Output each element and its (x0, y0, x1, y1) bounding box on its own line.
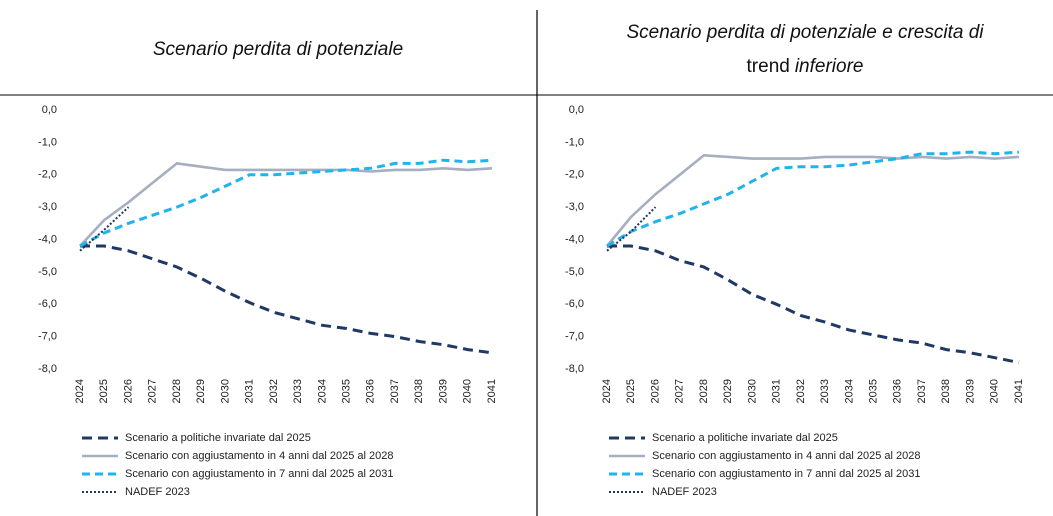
series-line (606, 150, 1020, 248)
series-line (79, 158, 493, 248)
y-tick-label: -5,0 (38, 266, 57, 278)
x-tick-label: 2035 (867, 379, 879, 403)
x-tick-label: 2038 (413, 379, 425, 403)
x-tick-label: 2034 (843, 379, 855, 403)
series-line (80, 244, 493, 355)
chart-title: Scenario perdita di potenziale e crescit… (627, 22, 985, 43)
x-tick-label: 2024 (74, 379, 86, 403)
y-tick-label: -7,0 (38, 331, 57, 343)
y-tick-label: -2,0 (565, 169, 584, 181)
series-line (606, 206, 657, 252)
title-part: trend (747, 56, 790, 77)
y-tick-label: -8,0 (565, 363, 584, 375)
x-tick-label: 2035 (340, 379, 352, 403)
y-tick-label: 0,0 (569, 104, 584, 116)
legend-label: Scenario a politiche invariate dal 2025 (652, 432, 838, 444)
legend-label: Scenario con aggiustamento in 7 anni dal… (652, 468, 920, 480)
x-tick-label: 2026 (649, 379, 661, 403)
y-tick-label: 0,0 (42, 104, 57, 116)
legend-label: Scenario con aggiustamento in 4 anni dal… (652, 450, 920, 462)
legend-label: Scenario con aggiustamento in 4 anni dal… (125, 450, 393, 462)
x-tick-label: 2037 (389, 379, 401, 403)
legend-label: NADEF 2023 (652, 486, 717, 498)
x-tick-label: 2032 (268, 379, 280, 403)
x-tick-label: 2033 (292, 379, 304, 403)
y-tick-label: -4,0 (565, 233, 584, 245)
y-tick-label: -1,0 (38, 136, 57, 148)
y-tick-label: -4,0 (38, 233, 57, 245)
y-tick-label: -6,0 (38, 298, 57, 310)
x-tick-label: 2034 (316, 379, 328, 403)
y-tick-label: -2,0 (38, 169, 57, 181)
x-tick-label: 2039 (964, 379, 976, 403)
x-tick-label: 2030 (746, 379, 758, 403)
x-tick-label: 2025 (625, 379, 637, 403)
x-tick-label: 2033 (819, 379, 831, 403)
x-tick-label: 2041 (1013, 379, 1025, 403)
title-part: inferiore (795, 56, 864, 77)
title-part: Scenario perdita di potenziale e crescit… (627, 22, 985, 43)
x-tick-label: 2041 (486, 379, 498, 403)
x-tick-label: 2025 (98, 379, 110, 403)
y-tick-label: -1,0 (565, 136, 584, 148)
x-tick-label: 2038 (940, 379, 952, 403)
legend-label: Scenario a politiche invariate dal 2025 (125, 432, 311, 444)
x-tick-label: 2026 (122, 379, 134, 403)
x-tick-label: 2031 (244, 379, 256, 403)
x-tick-label: 2039 (437, 379, 449, 403)
legend-label: NADEF 2023 (125, 486, 190, 498)
x-tick-label: 2040 (462, 379, 474, 403)
x-tick-label: 2037 (916, 379, 928, 403)
series-line (605, 153, 1020, 247)
title-part: Scenario perdita di potenziale (153, 39, 403, 60)
y-tick-label: -7,0 (565, 331, 584, 343)
x-tick-label: 2036 (365, 379, 377, 403)
x-tick-label: 2032 (795, 379, 807, 403)
chart-title: trend inferiore (747, 56, 864, 77)
x-tick-label: 2036 (892, 379, 904, 403)
series-line (607, 244, 1020, 364)
legend-label: Scenario con aggiustamento in 7 anni dal… (125, 468, 393, 480)
x-tick-label: 2030 (219, 379, 231, 403)
x-tick-label: 2031 (771, 379, 783, 403)
y-tick-label: -3,0 (565, 201, 584, 213)
x-tick-label: 2040 (989, 379, 1001, 403)
x-tick-label: 2029 (195, 379, 207, 403)
x-tick-label: 2028 (171, 379, 183, 403)
y-tick-label: -5,0 (565, 266, 584, 278)
x-tick-label: 2029 (722, 379, 734, 403)
series-line (79, 162, 493, 247)
y-tick-label: -6,0 (565, 298, 584, 310)
x-tick-label: 2027 (147, 379, 159, 403)
chart-title: Scenario perdita di potenziale (153, 39, 403, 60)
x-tick-label: 2024 (601, 379, 613, 403)
x-tick-label: 2028 (698, 379, 710, 403)
y-tick-label: -8,0 (38, 363, 57, 375)
y-tick-label: -3,0 (38, 201, 57, 213)
x-tick-label: 2027 (674, 379, 686, 403)
series-line (79, 206, 130, 252)
